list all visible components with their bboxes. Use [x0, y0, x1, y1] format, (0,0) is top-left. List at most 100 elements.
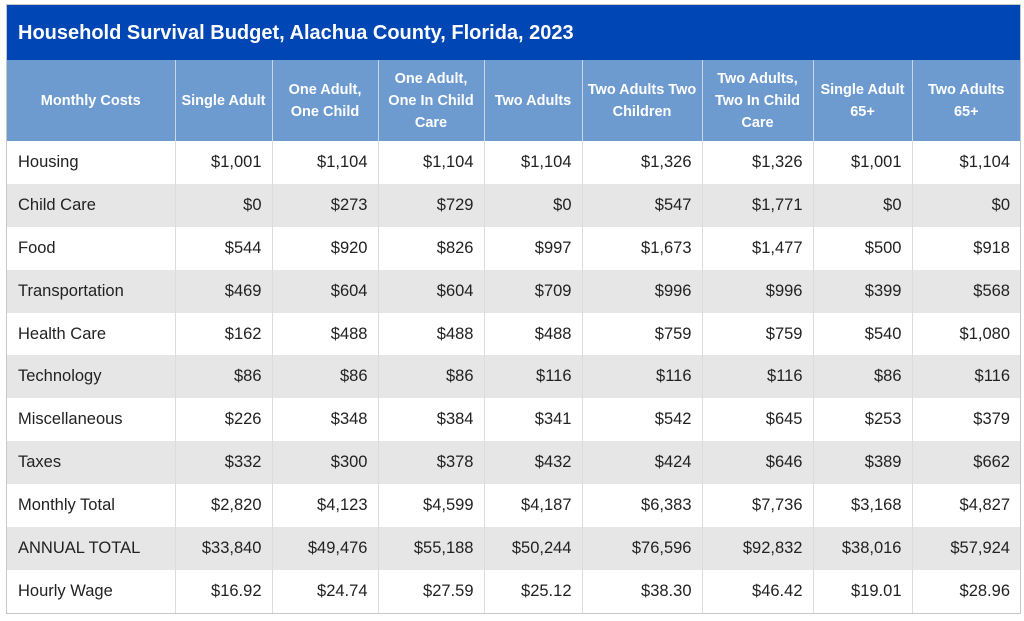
- table-cell: $469: [174, 269, 272, 313]
- table-cell: $384: [377, 398, 484, 442]
- table-cell: $2,820: [174, 484, 272, 528]
- table-cell: $3,168: [812, 484, 912, 528]
- table-cell: $544: [174, 226, 272, 270]
- row-label: Transportation: [7, 269, 175, 313]
- row-label: Housing: [18, 152, 79, 171]
- table-cell: $1,771: [701, 183, 813, 227]
- table-cell: $253: [812, 398, 912, 442]
- row-label: Hourly Wage: [18, 581, 113, 600]
- table-cell: $33,840: [174, 527, 272, 570]
- table-cell: $273: [271, 183, 378, 227]
- table-cell: $1,104: [271, 141, 378, 184]
- budget-table: Monthly Costs Single Adult One Adult, One …: [7, 60, 1020, 613]
- budget-table-container: Household Survival Budget, Alachua Count…: [6, 4, 1021, 614]
- row-label: Taxes: [7, 441, 175, 485]
- table-title: Household Survival Budget, Alachua Count…: [7, 5, 1020, 60]
- table-cell: $38.30: [581, 569, 702, 613]
- table-cell: $226: [174, 398, 272, 442]
- table-cell: $162: [174, 312, 272, 356]
- table-cell: $1,477: [701, 226, 813, 270]
- table-row: Child Care $0 $273 $729 $0 $547 $1,771 $0 $0: [7, 183, 1020, 227]
- column-header: One Adult, One Child: [271, 60, 378, 141]
- table-cell: $488: [377, 312, 484, 356]
- table-cell: $997: [483, 226, 582, 270]
- table-cell: $1,104: [483, 141, 582, 184]
- table-cell: $92,832: [701, 527, 813, 570]
- table-cell: $604: [377, 269, 484, 313]
- row-label: Food: [18, 238, 56, 257]
- column-header: Monthly Costs: [7, 60, 175, 141]
- table-cell: $645: [701, 398, 813, 442]
- table-cell: $1,673: [581, 226, 702, 270]
- table-cell: $332: [174, 441, 272, 485]
- table-row: ANNUAL TOTAL $33,840 $49,476 $55,188 $50,244…: [7, 527, 1020, 570]
- table-row: Miscellaneous $226 $348 $384 $341 $542 $645 $25…: [7, 398, 1020, 442]
- table-cell: $55,188: [377, 527, 484, 570]
- table-cell: $0: [174, 183, 272, 227]
- table-cell: $540: [812, 312, 912, 356]
- table-cell: $0: [483, 183, 582, 227]
- table-cell: $488: [271, 312, 378, 356]
- table-cell: $38,016: [812, 527, 912, 570]
- table-cell: $488: [483, 312, 582, 356]
- table-cell: $27.59: [377, 569, 484, 613]
- table-cell: $341: [483, 398, 582, 442]
- table-cell: $16.92: [174, 569, 272, 613]
- table-cell: $379: [911, 398, 1020, 442]
- table-cell: $1,080: [911, 312, 1020, 356]
- table-cell: $28.96: [911, 569, 1020, 613]
- table-cell: $19.01: [812, 569, 912, 613]
- table-cell: $348: [271, 398, 378, 442]
- table-cell: $918: [911, 226, 1020, 270]
- table-row: Hourly Wage $16.92 $24.74 $27.59 $25.12 $38.3…: [7, 569, 1020, 613]
- column-header: Two Adults Two Children: [581, 60, 702, 141]
- table-cell: $378: [377, 441, 484, 485]
- row-label: Technology: [7, 355, 175, 399]
- table-cell: $399: [812, 269, 912, 313]
- table-cell: $0: [812, 183, 912, 227]
- table-cell: $424: [581, 441, 702, 485]
- table-cell: $25.12: [483, 569, 582, 613]
- column-header: Single Adult: [174, 60, 272, 141]
- table-cell: $500: [812, 226, 912, 270]
- table-cell: $50,244: [483, 527, 582, 570]
- table-cell: $4,123: [271, 484, 378, 528]
- table-cell: $6,383: [581, 484, 702, 528]
- table-cell: $996: [581, 269, 702, 313]
- table-cell: $86: [271, 355, 378, 399]
- row-label: ANNUAL TOTAL: [7, 527, 175, 570]
- table-cell: $76,596: [581, 527, 702, 570]
- table-row: Taxes $332 $300 $378 $432 $424 $646 $389 $662: [7, 441, 1020, 485]
- row-label: Child Care: [7, 183, 175, 227]
- header-row: Monthly Costs Single Adult One Adult, One …: [7, 60, 1020, 141]
- table-row: Transportation $469 $604 $604 $709 $996 $996 $3…: [7, 269, 1020, 313]
- table-cell: $4,599: [377, 484, 484, 528]
- table-cell: $389: [812, 441, 912, 485]
- table-cell: $646: [701, 441, 813, 485]
- table-cell: $116: [701, 355, 813, 399]
- table-cell: $826: [377, 226, 484, 270]
- table-cell: $57,924: [911, 527, 1020, 570]
- table-cell: $920: [271, 226, 378, 270]
- column-header: Two Adults, Two In Child Care: [701, 60, 813, 141]
- table-cell: $24.74: [271, 569, 378, 613]
- table-cell: $116: [483, 355, 582, 399]
- table-cell: $432: [483, 441, 582, 485]
- table-cell: $300: [271, 441, 378, 485]
- table-cell: $1,001: [174, 141, 272, 184]
- table-cell: $662: [911, 441, 1020, 485]
- table-cell: $86: [174, 355, 272, 399]
- table-cell: $547: [581, 183, 702, 227]
- table-cell: $1,104: [911, 141, 1020, 184]
- table-cell: $996: [701, 269, 813, 313]
- column-header: Two Adults 65+: [911, 60, 1020, 141]
- table-cell: $86: [812, 355, 912, 399]
- table-cell: $759: [581, 312, 702, 356]
- table-cell: $49,476: [271, 527, 378, 570]
- table-cell: $1,104: [377, 141, 484, 184]
- row-label: Health Care: [18, 324, 107, 343]
- column-header: Single Adult 65+: [812, 60, 912, 141]
- table-cell: $4,827: [911, 484, 1020, 528]
- table-cell: $0: [911, 183, 1020, 227]
- column-header: One Adult, One In Child Care: [377, 60, 484, 141]
